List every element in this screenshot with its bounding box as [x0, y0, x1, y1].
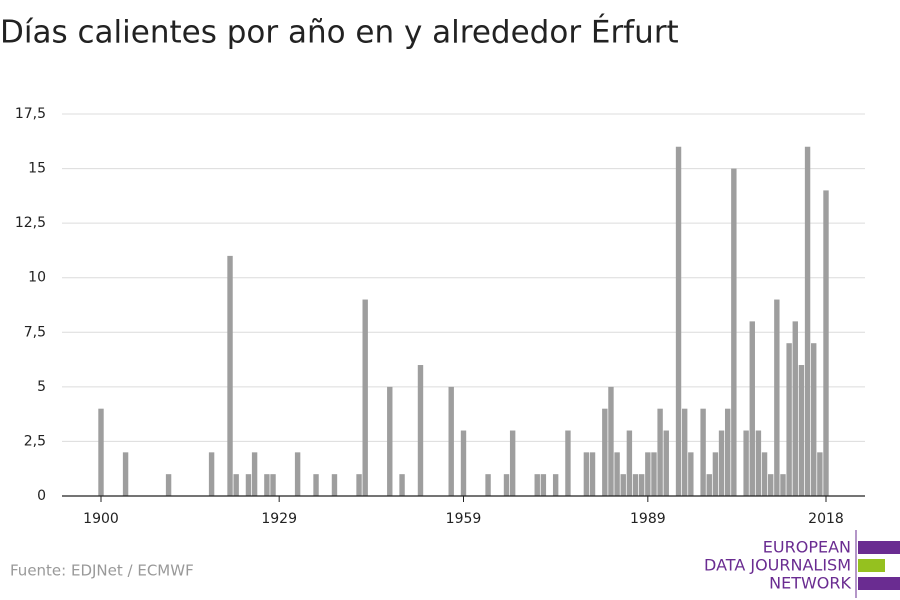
bar: [233, 474, 239, 496]
bar: [356, 474, 362, 496]
bar: [743, 430, 749, 496]
bar: [731, 168, 737, 497]
bar: [331, 474, 338, 496]
bar: [817, 452, 823, 496]
y-tick-label: 5: [37, 379, 46, 395]
y-tick-label: 7,5: [24, 324, 46, 340]
bar: [823, 190, 829, 496]
bar: [608, 386, 614, 496]
bar: [774, 299, 780, 496]
bar: [589, 452, 596, 496]
bar: [614, 452, 620, 496]
bar: [362, 299, 368, 496]
bar: [768, 474, 774, 496]
bar: [387, 386, 393, 496]
bar: [761, 452, 768, 496]
bar: [583, 452, 590, 496]
bar: [620, 474, 626, 496]
bar: [503, 474, 510, 496]
y-tick-label: 17,5: [15, 106, 46, 122]
bar: [264, 474, 270, 496]
bar: [786, 343, 792, 496]
bar: [245, 474, 252, 496]
bar: [313, 474, 319, 496]
y-tick-label: 10: [28, 270, 46, 286]
bar: [165, 474, 172, 496]
bar: [98, 408, 104, 496]
bar: [602, 408, 608, 496]
bar: [208, 452, 215, 496]
bar: [122, 452, 129, 496]
logo-bar: [858, 541, 900, 554]
bar: [448, 386, 454, 496]
bar: [417, 365, 424, 496]
bar: [804, 146, 811, 496]
bar: [798, 365, 805, 496]
y-tick-label: 15: [28, 161, 46, 177]
bar: [251, 452, 258, 496]
bar: [712, 452, 719, 496]
y-tick-label: 0: [37, 488, 46, 504]
bar: [565, 430, 571, 496]
bar: [688, 452, 694, 496]
x-tick-label: 1900: [83, 511, 119, 527]
logo-text: NETWORK: [769, 574, 851, 593]
bar: [706, 474, 712, 496]
bar: [657, 408, 663, 496]
logo-text: EUROPEAN: [763, 538, 851, 557]
bar: [651, 452, 657, 496]
logo-bar: [858, 577, 900, 590]
x-tick-label: 1959: [446, 511, 482, 527]
bar: [811, 343, 817, 496]
bar: [724, 408, 731, 496]
y-tick-label: 12,5: [15, 215, 46, 231]
bar: [663, 430, 669, 496]
bar: [485, 474, 491, 496]
bar: [792, 321, 798, 496]
x-tick-label: 1989: [630, 511, 666, 527]
bar: [638, 474, 645, 496]
bar: [645, 452, 651, 496]
bar: [227, 255, 233, 496]
bar: [755, 430, 762, 496]
logo-bar: [858, 559, 885, 572]
bar: [534, 474, 540, 496]
bar: [675, 146, 682, 496]
bar: [718, 430, 725, 496]
x-tick-label: 1929: [261, 511, 297, 527]
bar: [780, 474, 786, 496]
bar: [552, 474, 559, 496]
bar: [270, 474, 276, 496]
bar: [294, 452, 301, 496]
bar: [460, 430, 467, 496]
y-tick-label: 2,5: [24, 433, 46, 449]
chart-title: Días calientes por año en y alrededor Ér…: [0, 15, 679, 51]
logo-text: DATA JOURNALISM: [704, 556, 851, 575]
bar: [509, 430, 516, 496]
bar: [632, 474, 639, 496]
bar: [626, 430, 633, 496]
source: Fuente: EDJNet / ECMWF: [10, 562, 194, 580]
bar: [700, 408, 706, 496]
bar: [540, 474, 547, 496]
bar: [681, 408, 688, 496]
bar: [399, 474, 405, 496]
bar: [749, 321, 755, 496]
x-tick-label: 2018: [808, 511, 844, 527]
